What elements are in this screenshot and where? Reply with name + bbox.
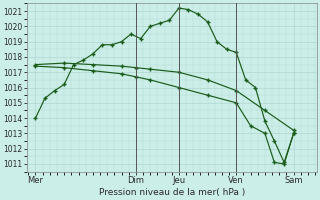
X-axis label: Pression niveau de la mer( hPa ): Pression niveau de la mer( hPa )	[99, 188, 245, 197]
